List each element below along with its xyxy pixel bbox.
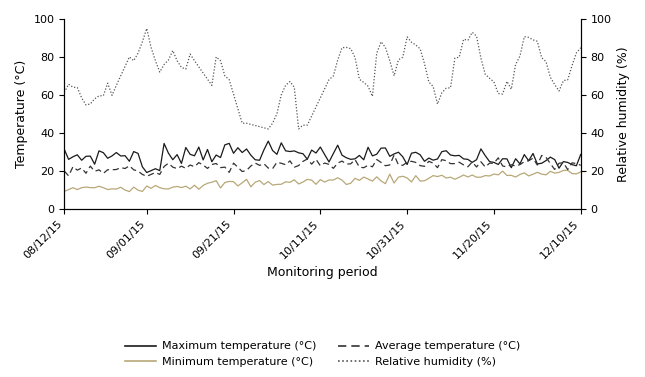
X-axis label: Monitoring period: Monitoring period xyxy=(267,266,378,279)
Legend: Maximum temperature (°C), Minimum temperature (°C), Average temperature (°C), Re: Maximum temperature (°C), Minimum temper… xyxy=(121,337,524,371)
Y-axis label: Temperature (°C): Temperature (°C) xyxy=(15,60,28,168)
Y-axis label: Relative humidity (%): Relative humidity (%) xyxy=(617,46,630,182)
